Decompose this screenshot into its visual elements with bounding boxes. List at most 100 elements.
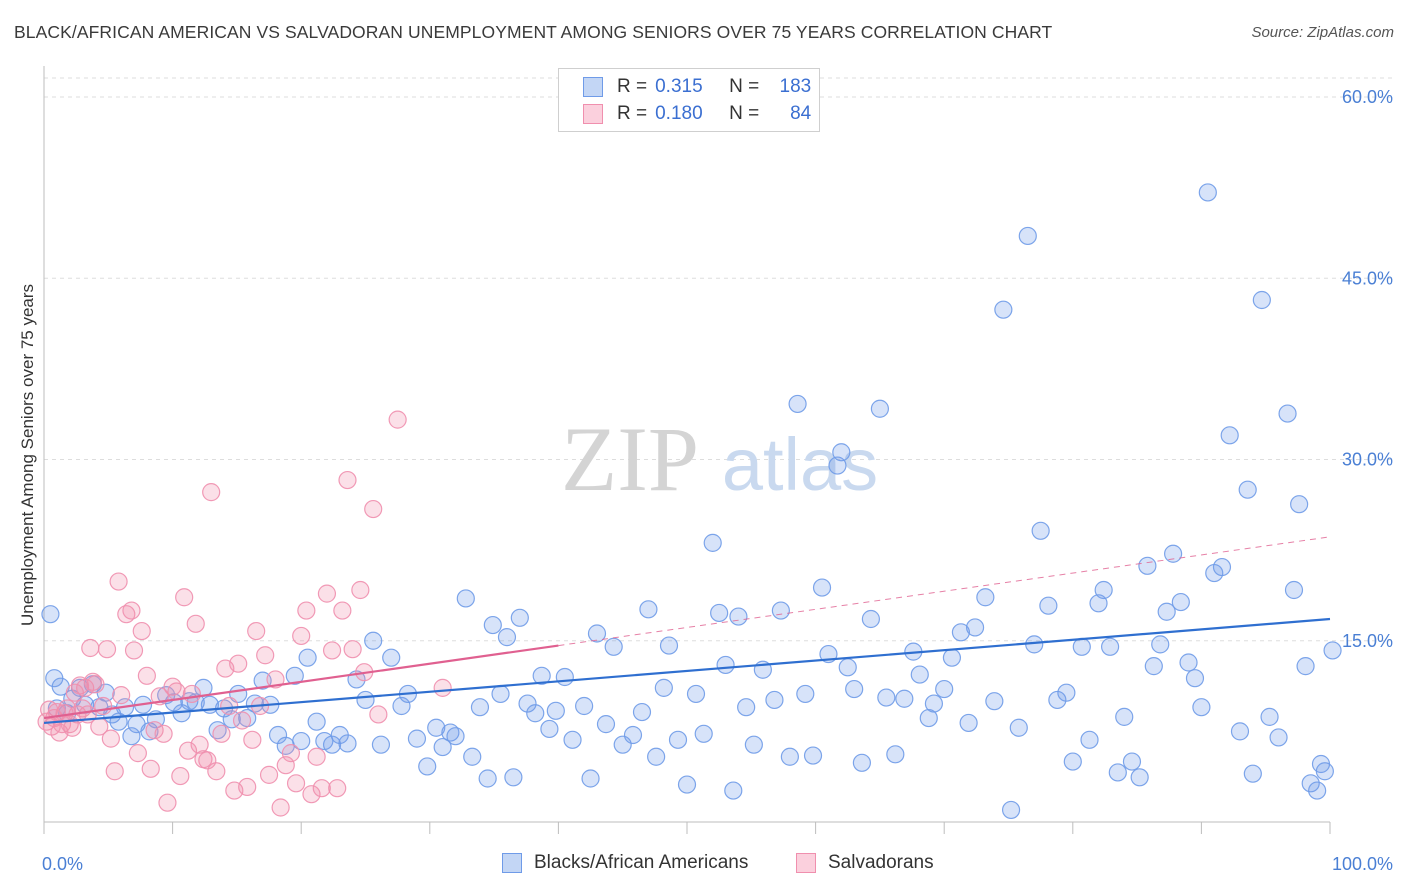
blacks-point-144 xyxy=(1130,768,1149,787)
blacks-point-81 xyxy=(639,600,658,619)
salvadorans-point-76 xyxy=(338,470,357,490)
blacks-point-75 xyxy=(587,624,607,643)
salvadorans-point-57 xyxy=(243,730,262,749)
blacks-point-100 xyxy=(788,394,807,414)
blacks-point-88 xyxy=(694,724,713,743)
salvadorans-point-63 xyxy=(271,798,290,817)
salvadorans-point-54 xyxy=(229,654,248,673)
blacks-point-119 xyxy=(935,679,954,699)
blacks-point-112 xyxy=(877,688,896,707)
salvadorans-point-68 xyxy=(297,601,316,620)
y-tick-label-2: 45.0% xyxy=(1342,268,1393,288)
salvadorans-point-81 xyxy=(369,705,388,724)
salvadorans-point-71 xyxy=(312,779,331,798)
salvadorans-point-29 xyxy=(124,641,144,660)
blacks-point-82 xyxy=(647,747,666,766)
blacks-point-101 xyxy=(796,684,815,704)
blacks-point-32 xyxy=(253,671,272,690)
blacks-point-121 xyxy=(951,623,971,642)
legend-n-value: 84 xyxy=(790,103,812,124)
salvadorans-point-74 xyxy=(328,779,347,798)
blacks-point-159 xyxy=(1238,480,1257,499)
salvadorans-point-52 xyxy=(220,696,239,716)
blacks-point-137 xyxy=(1080,730,1099,749)
salvadorans-point-62 xyxy=(266,670,285,689)
blacks-point-57 xyxy=(456,589,475,608)
bottom-legend-salvadorans: Salvadorans xyxy=(796,852,934,874)
blacks-point-166 xyxy=(1290,495,1309,514)
blacks-point-45 xyxy=(356,690,375,710)
legend-r-value: 0.180 xyxy=(655,103,703,124)
salvadorans-point-21 xyxy=(94,696,113,716)
blacks-point-158 xyxy=(1230,722,1250,741)
blacks-point-98 xyxy=(771,601,790,620)
blacks-point-14 xyxy=(122,727,141,746)
bottom-legend-swatch-blue xyxy=(502,853,522,873)
salvadorans-point-50 xyxy=(212,724,231,743)
y-tick-label-1: 30.0% xyxy=(1342,450,1393,470)
blacks-point-84 xyxy=(659,636,679,655)
blacks-point-62 xyxy=(491,684,510,704)
salvadorans-point-44 xyxy=(186,614,205,633)
blacks-point-127 xyxy=(1001,800,1021,820)
blacks-point-71 xyxy=(555,667,574,687)
legend-row-salvadorans: R = 0.180 N = 84 xyxy=(583,102,811,126)
blacks-point-111 xyxy=(870,399,890,418)
blacks-point-152 xyxy=(1185,669,1205,688)
blacks-point-97 xyxy=(765,690,784,710)
salvadorans-point-32 xyxy=(137,666,156,685)
salvadorans-point-72 xyxy=(317,584,337,603)
salvadorans-point-77 xyxy=(343,640,362,659)
blacks-point-59 xyxy=(470,698,490,717)
blacks-point-66 xyxy=(518,694,537,713)
salvadorans-point-43 xyxy=(182,684,201,704)
salvadorans-point-61 xyxy=(259,765,279,784)
blacks-point-86 xyxy=(677,775,697,794)
blacks-point-143 xyxy=(1122,752,1142,771)
bottom-legend-label: Blacks/African Americans xyxy=(534,852,749,873)
blacks-point-126 xyxy=(994,300,1013,319)
salvadorans-point-36 xyxy=(154,724,173,743)
salvadorans-point-18 xyxy=(83,672,102,691)
blacks-point-79 xyxy=(623,725,643,745)
legend-r-label: R = xyxy=(617,76,648,97)
legend-n-label: N = xyxy=(729,103,760,124)
x-tick-label-1: 100.0% xyxy=(1332,854,1393,874)
blacks-point-0 xyxy=(41,605,60,624)
blacks-point-113 xyxy=(886,745,905,764)
blacks-point-149 xyxy=(1164,544,1183,563)
blacks-point-157 xyxy=(1220,426,1239,445)
blacks-point-162 xyxy=(1260,707,1279,726)
blacks-point-169 xyxy=(1308,781,1327,800)
blacks-point-109 xyxy=(852,753,871,772)
legend-swatch-blue xyxy=(583,77,603,97)
salvadorans-point-42 xyxy=(178,741,198,760)
blacks-point-70 xyxy=(546,701,565,720)
blacks-point-65 xyxy=(510,608,529,627)
blacks-point-83 xyxy=(654,678,673,697)
blacks-point-110 xyxy=(861,609,880,629)
salvadorans-point-69 xyxy=(302,785,321,804)
blacks-point-151 xyxy=(1179,653,1198,672)
y-axis-label: Unemployment Among Seniors over 75 years xyxy=(18,283,37,627)
blacks-point-140 xyxy=(1100,637,1120,656)
blacks-point-93 xyxy=(729,607,748,626)
salvadorans-point-17 xyxy=(81,638,100,658)
salvadorans-point-19 xyxy=(86,675,105,694)
blacks-point-141 xyxy=(1108,763,1127,782)
blacks-point-124 xyxy=(976,588,995,607)
blacks-point-46 xyxy=(364,631,383,650)
salvadorans-point-23 xyxy=(101,729,120,748)
blacks-point-132 xyxy=(1039,596,1058,615)
blacks-point-90 xyxy=(710,603,729,623)
salvadorans-point-60 xyxy=(256,646,275,665)
blacks-point-36 xyxy=(285,666,304,685)
bottom-legend-swatch-pink xyxy=(796,853,816,873)
blacks-point-147 xyxy=(1151,635,1170,654)
salvadorans-point-31 xyxy=(132,621,151,641)
blacks-point-73 xyxy=(575,696,594,716)
salvadorans-point-25 xyxy=(109,572,128,591)
blacks-point-54 xyxy=(433,737,452,757)
legend-row-blacks: R = 0.315 N = 183 xyxy=(583,75,811,99)
